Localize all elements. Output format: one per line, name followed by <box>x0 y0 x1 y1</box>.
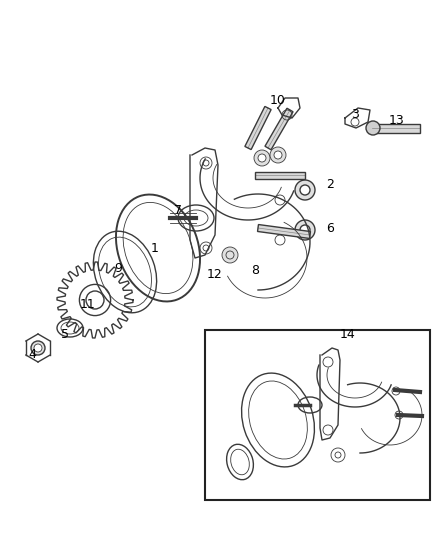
Text: 2: 2 <box>326 179 334 191</box>
Circle shape <box>34 344 42 352</box>
Text: 13: 13 <box>389 114 405 126</box>
Text: 1: 1 <box>151 241 159 254</box>
Polygon shape <box>255 172 305 179</box>
Text: 4: 4 <box>28 349 36 361</box>
Circle shape <box>295 220 315 240</box>
Text: 9: 9 <box>114 262 122 274</box>
Text: 3: 3 <box>351 109 359 122</box>
Text: 11: 11 <box>80 298 96 311</box>
Polygon shape <box>258 224 311 238</box>
Circle shape <box>270 147 286 163</box>
Polygon shape <box>372 124 420 133</box>
Polygon shape <box>245 107 271 150</box>
Text: 8: 8 <box>251 263 259 277</box>
Circle shape <box>295 180 315 200</box>
Text: 7: 7 <box>174 204 182 216</box>
Circle shape <box>274 151 282 159</box>
Circle shape <box>222 247 238 263</box>
Circle shape <box>300 225 310 235</box>
Circle shape <box>300 185 310 195</box>
Circle shape <box>254 150 270 166</box>
Text: 6: 6 <box>326 222 334 235</box>
Text: 5: 5 <box>61 328 69 342</box>
Text: 14: 14 <box>340 328 356 342</box>
Circle shape <box>366 121 380 135</box>
Text: 12: 12 <box>207 269 223 281</box>
Text: 10: 10 <box>270 93 286 107</box>
Bar <box>205 330 430 500</box>
Circle shape <box>258 154 266 162</box>
Circle shape <box>31 341 45 355</box>
Polygon shape <box>265 108 293 150</box>
